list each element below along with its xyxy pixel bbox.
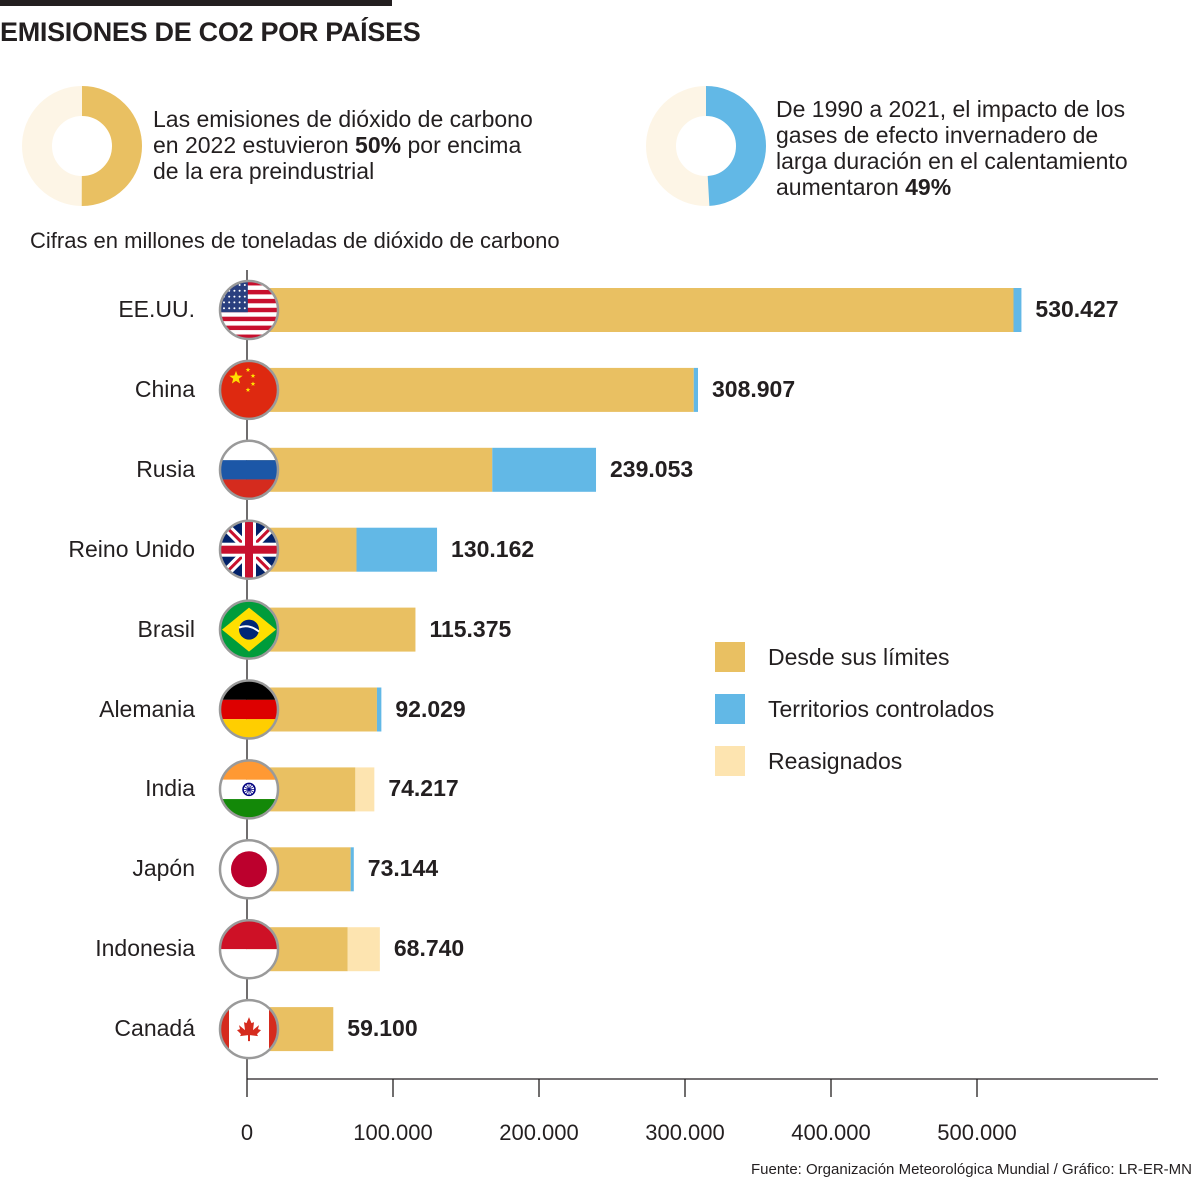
title-bar: [0, 0, 392, 6]
country-label: Indonesia: [95, 935, 195, 962]
chart-title: EMISIONES DE CO2 POR PAÍSES: [0, 17, 421, 47]
bar-value-label: 92.029: [395, 695, 466, 722]
country-label: Reino Unido: [68, 535, 195, 562]
bar-value-label: 68.740: [393, 935, 465, 962]
russia-flag-icon: [218, 439, 280, 501]
country-label: Brasil: [137, 615, 195, 642]
bar-row-2: [218, 439, 597, 501]
bar-row-7: [218, 839, 354, 900]
legend-label-desde: Desde sus límites: [768, 644, 950, 670]
bar-value-label: 308.907: [712, 375, 796, 402]
usa-flag-icon: [218, 279, 280, 341]
bar-segment-reasignados: [355, 767, 375, 812]
chart-subtitle: Cifras en millones de toneladas de dióxi…: [30, 228, 560, 253]
country-label: Japón: [132, 855, 195, 882]
stat-text-2: De 1990 a 2021, el impacto de los gases …: [776, 96, 1128, 200]
x-tick-label: 400.000: [791, 1120, 871, 1145]
bar-segment-territorios: [376, 687, 382, 732]
x-tick-label: 500.000: [937, 1120, 1017, 1145]
bar-segment-desde: [247, 288, 1014, 332]
x-tick-label: 300.000: [645, 1120, 725, 1145]
bar-segment-reasignados: [347, 927, 380, 972]
bar-segment-territorios: [356, 527, 438, 572]
bar-value-label: 530.427: [1035, 296, 1119, 322]
bar-value-label: 59.100: [347, 1015, 418, 1042]
bar-segment-desde: [247, 367, 694, 412]
bar-value-label: 74.217: [388, 775, 459, 802]
bar-segment-territorios: [1013, 288, 1022, 332]
bar-row-6: [218, 759, 375, 820]
legend-label-territorios: Territorios controlados: [768, 696, 995, 722]
indonesia-flag-icon: [218, 918, 280, 980]
brazil-flag-icon: [218, 599, 280, 660]
bar-row-9: [218, 998, 334, 1060]
bar-row-0: [218, 279, 1022, 341]
x-tick-label: 0: [240, 1120, 254, 1145]
x-tick-label: 100.000: [353, 1120, 433, 1145]
legend-swatch-desde: [715, 642, 745, 672]
bar-segment-territorios: [350, 847, 354, 892]
country-label: Rusia: [136, 455, 195, 482]
country-label: India: [145, 775, 195, 802]
bar-segment-desde: [247, 447, 493, 492]
bar-segment-territorios: [693, 367, 699, 412]
germany-flag-icon: [218, 679, 280, 740]
country-label: EE.UU.: [118, 296, 195, 322]
country-label: China: [134, 375, 195, 402]
bar-value-label: 239.053: [610, 455, 694, 482]
bar-row-3: [218, 519, 438, 580]
x-tick-label: 200.000: [499, 1120, 579, 1145]
country-label: Alemania: [99, 695, 195, 722]
uk-flag-icon: [218, 519, 280, 580]
bar-value-label: 115.375: [429, 615, 512, 642]
bar-value-label: 73.144: [367, 855, 439, 882]
bar-row-1: [218, 359, 699, 421]
bar-row-4: [218, 599, 416, 660]
bar-row-5: [218, 679, 382, 740]
bar-value-label: 130.162: [451, 535, 535, 562]
legend-label-reasignados: Reasignados: [768, 748, 903, 774]
stat-text-1: Las emisiones de dióxido de carbono en 2…: [153, 106, 533, 184]
legend-swatch-reasignados: [715, 746, 745, 776]
canada-flag-icon: [218, 998, 280, 1060]
country-label: Canadá: [114, 1015, 195, 1042]
bar-row-8: [218, 918, 380, 980]
legend-swatch-territorios: [715, 694, 745, 724]
china-flag-icon: [218, 359, 280, 421]
india-flag-icon: [218, 759, 280, 820]
source-note: Fuente: Organización Meteorológica Mundi…: [750, 1161, 1192, 1178]
japan-flag-icon: [218, 839, 280, 900]
bar-segment-territorios: [492, 447, 597, 492]
